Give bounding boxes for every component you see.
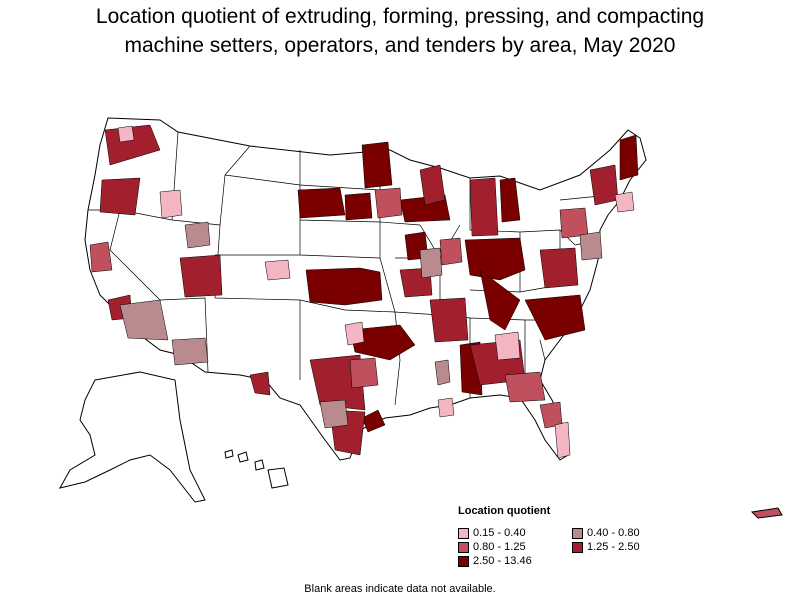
legend-swatch	[458, 555, 469, 567]
area-region	[89, 241, 113, 273]
legend-title: Location quotient	[458, 505, 551, 517]
map-title-line-1: Location quotient of extruding, forming,…	[95, 5, 705, 28]
legend-label: 0.15 - 0.40	[473, 527, 526, 539]
hawaii	[224, 449, 289, 489]
area-region	[619, 134, 639, 181]
area-region	[614, 191, 635, 213]
legend-item: 1.25 - 2.50	[572, 541, 682, 553]
legend-swatch	[458, 527, 469, 539]
legend: Location quotient 0.15 - 0.40 0.40 - 0.8…	[458, 505, 698, 567]
puerto-rico	[750, 507, 783, 519]
area-region	[499, 177, 521, 223]
areas-lq-0-15-0-40	[117, 125, 635, 459]
area-region	[119, 299, 169, 341]
area-region	[479, 269, 521, 331]
footnote: Blank areas indicate data not available.	[304, 583, 496, 595]
areas-lq-0-80-1-25	[89, 187, 589, 429]
area-region	[554, 421, 571, 459]
area-region	[429, 297, 469, 343]
us-choropleth-map	[59, 117, 783, 519]
legend-item: 0.15 - 0.40	[458, 527, 568, 539]
area-region	[117, 125, 135, 143]
hawaii-island	[224, 449, 234, 459]
area-region	[159, 189, 183, 219]
legend-swatch	[572, 541, 583, 553]
hawaii-island	[267, 467, 289, 489]
area-region	[539, 247, 579, 289]
area-region	[434, 359, 451, 386]
area-region	[99, 177, 141, 216]
map-title: Location quotient of extruding, forming,…	[0, 2, 800, 60]
hawaii-island	[237, 451, 249, 463]
area-region	[464, 237, 526, 281]
area-region	[524, 294, 586, 341]
areas-lq-0-40-0-80	[119, 221, 603, 429]
area-region	[589, 164, 619, 206]
area-region	[179, 254, 223, 298]
area-region	[249, 371, 271, 396]
area-region	[439, 237, 463, 266]
area-region	[184, 221, 211, 249]
legend-items: 0.15 - 0.40 0.40 - 0.80 0.80 - 1.25 1.25…	[458, 527, 698, 567]
legend-swatch	[458, 541, 469, 553]
alaska-outline	[59, 371, 206, 503]
area-region	[171, 337, 209, 366]
legend-item: 0.40 - 0.80	[572, 527, 682, 539]
area-region	[344, 192, 373, 221]
legend-item: 2.50 - 13.46	[458, 555, 568, 567]
area-region	[361, 141, 393, 189]
alaska	[59, 371, 206, 503]
legend-swatch	[572, 527, 583, 539]
area-region	[305, 267, 383, 306]
legend-label: 2.50 - 13.46	[473, 555, 532, 567]
area-region	[349, 357, 379, 389]
hawaii-island	[254, 459, 265, 471]
map-title-line-2: machine setters, operators, and tenders …	[124, 34, 676, 57]
area-region	[374, 187, 403, 219]
area-region	[361, 409, 386, 433]
area-region	[349, 324, 416, 361]
area-region	[264, 259, 291, 281]
area-region	[344, 321, 365, 346]
area-region	[504, 371, 546, 403]
area-region	[319, 399, 349, 429]
area-region	[297, 187, 346, 219]
legend-label: 0.40 - 0.80	[587, 527, 640, 539]
puerto-rico-outline	[750, 507, 783, 519]
area-region	[494, 331, 521, 361]
legend-label: 1.25 - 2.50	[587, 541, 640, 553]
area-region	[579, 231, 603, 261]
area-region	[469, 177, 499, 237]
legend-item: 0.80 - 1.25	[458, 541, 568, 553]
area-region	[419, 247, 443, 279]
state-borders	[88, 131, 611, 406]
areas-lq-1-25-2-50	[99, 124, 619, 456]
area-region	[437, 397, 455, 418]
area-region	[559, 207, 589, 239]
legend-label: 0.80 - 1.25	[473, 541, 526, 553]
area-region	[419, 164, 446, 206]
